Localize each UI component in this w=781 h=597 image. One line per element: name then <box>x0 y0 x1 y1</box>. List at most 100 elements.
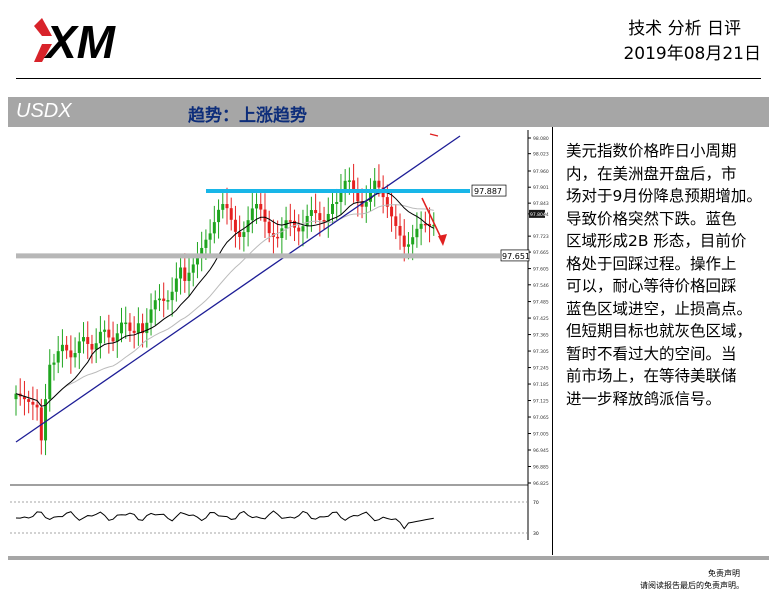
oscillator-tick-label: 70 <box>533 500 539 506</box>
candle-body <box>238 231 242 237</box>
axis-tick-label: 97.005 <box>533 432 549 438</box>
candle-body <box>187 272 191 281</box>
content-frame <box>8 127 769 560</box>
candle-body <box>48 364 52 400</box>
axis-tick-label: 96.885 <box>533 465 549 471</box>
candle-body <box>107 329 111 338</box>
analysis-line: 进一步释放鸽派信号。 <box>566 389 722 408</box>
candle-body <box>98 331 102 344</box>
trend-label: 趋势：上涨趋势 <box>188 106 307 126</box>
analysis-line: 导致价格突然下跌。蓝色 <box>566 209 737 228</box>
title-banner: USDX 趋势：上涨趋势 <box>8 97 769 127</box>
logo-text: XM <box>43 16 117 66</box>
report-date: 2019年08月21日 <box>623 44 761 64</box>
candle-body <box>52 362 56 365</box>
candle-body <box>314 210 318 214</box>
candle-body <box>14 393 18 400</box>
candle-body <box>347 180 351 182</box>
candle-body <box>432 224 436 227</box>
candle-body <box>297 227 301 232</box>
symbol-label: USDX <box>16 100 72 122</box>
candle-body <box>406 244 410 247</box>
candle-body <box>229 208 233 220</box>
disclaimer-note: 请阅读报告最后的免责声明。 <box>640 581 744 590</box>
candle-body <box>132 330 136 333</box>
candle-body <box>394 216 398 226</box>
candle-body <box>195 256 199 265</box>
analysis-line: 美元指数价格昨日小周期 <box>566 142 737 160</box>
analysis-line: 内，在美洲盘开盘后，市 <box>566 164 737 183</box>
candle-body <box>174 278 178 292</box>
column-divider <box>552 127 553 555</box>
candle-body <box>60 344 64 352</box>
candle-body <box>428 223 432 226</box>
candle-body <box>82 337 86 342</box>
header-rule <box>16 78 761 79</box>
axis-tick-label: 97.960 <box>533 169 549 175</box>
candle-body <box>318 213 322 221</box>
axis-tick-label: 98.080 <box>533 136 549 142</box>
candle-body <box>255 203 259 209</box>
candle-body <box>124 322 128 325</box>
candle-body <box>415 228 419 238</box>
moving-average-slow <box>15 204 434 407</box>
candle-body <box>56 351 60 363</box>
projection-arrowhead <box>438 234 447 246</box>
current-price-marker <box>529 209 545 218</box>
axis-tick-label: 97.665 <box>533 250 549 256</box>
axis-tick-label: 96.945 <box>533 448 549 454</box>
candle-body <box>390 206 394 217</box>
candle-body <box>263 209 267 222</box>
oscillator-tick-label: 30 <box>533 531 539 537</box>
analysis-line: 暂时不看过大的空间。当 <box>566 344 737 363</box>
axis-tick-label: 97.546 <box>533 283 549 289</box>
candle-body <box>179 267 183 279</box>
candle-body <box>145 322 149 334</box>
axis-tick-label: 97.901 <box>533 185 549 191</box>
candle-body <box>22 396 26 400</box>
candle-body <box>335 201 339 205</box>
candle-body <box>352 180 356 190</box>
candle-body <box>115 333 119 342</box>
candle-body <box>276 236 280 239</box>
candle-body <box>280 228 284 239</box>
candle-body <box>301 226 305 232</box>
candle-body <box>364 201 368 207</box>
candle-body <box>200 247 204 257</box>
analysis-line: 场对于9月份降息预期增加。 <box>566 187 762 205</box>
analysis-line: 区域形成2B 形态，目前价 <box>566 232 747 250</box>
support-label-box <box>500 249 530 262</box>
candle-body <box>65 344 69 351</box>
candle-body <box>356 189 360 202</box>
candle-body <box>128 322 132 331</box>
moving-average-fast <box>15 191 435 407</box>
candle-body <box>246 220 250 233</box>
candle-body <box>27 399 31 402</box>
candle-body <box>94 343 98 350</box>
candle-body <box>111 337 115 342</box>
axis-tick-label: 98.023 <box>533 152 549 158</box>
candle-body <box>288 220 292 222</box>
candle-body <box>77 341 81 354</box>
candle-body <box>183 267 187 281</box>
axis-tick-label: 97.065 <box>533 415 549 421</box>
oscillator-line <box>15 510 434 530</box>
candle-body <box>31 401 35 405</box>
candle-body <box>377 180 381 188</box>
candle-body <box>136 323 140 333</box>
projection-arrow <box>421 197 444 243</box>
current-price-label: 97.804 <box>530 212 546 218</box>
candle-body <box>44 399 48 441</box>
axis-tick-label: 97.425 <box>533 316 549 322</box>
candle-body <box>331 204 334 214</box>
candle-body <box>326 213 330 222</box>
price-chart: 98.080 98.023 97.960 97.901 97.843 97.804 97.7… <box>10 130 549 540</box>
candle-body <box>322 220 326 222</box>
disclaimer-title: 免责声明 <box>708 569 740 578</box>
analysis-line: 前市场上，在等待美联储 <box>566 367 737 385</box>
candle-body <box>157 298 161 301</box>
resistance-label: 97.887 <box>474 187 502 196</box>
candle-body <box>259 203 263 210</box>
analysis-line: 但短期目标也就灰色区域， <box>566 322 753 340</box>
candle-body <box>225 204 229 209</box>
